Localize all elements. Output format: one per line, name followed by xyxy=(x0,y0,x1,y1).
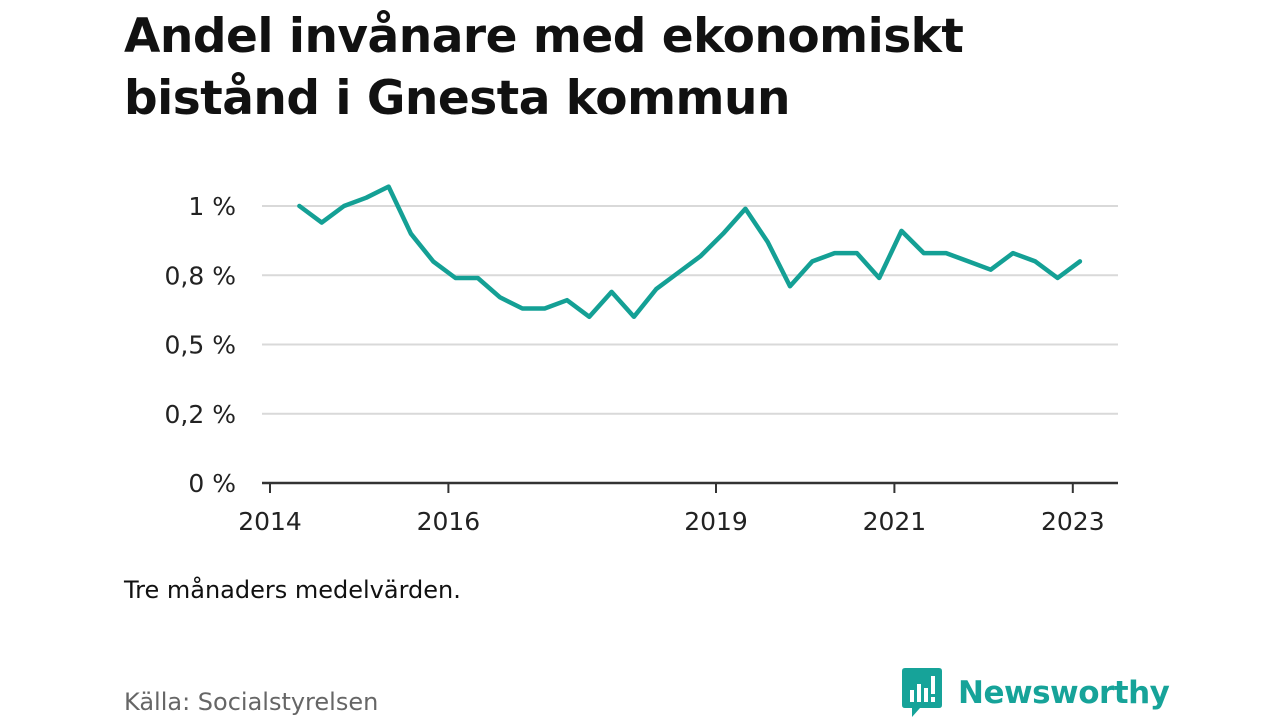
x-tick-label: 2019 xyxy=(684,507,748,536)
y-axis-tick-labels: 0 % 0,2 % 0,5 % 0,8 % 1 % xyxy=(165,192,236,498)
y-tick-label: 0,2 % xyxy=(165,400,236,429)
y-tick-label: 0 % xyxy=(188,469,236,498)
bar-chart-speech-bubble-icon xyxy=(902,668,942,717)
series-line xyxy=(297,184,1083,320)
chart-title: Andel invånare med ekonomiskt bistånd i … xyxy=(124,9,964,126)
y-tick-label: 1 % xyxy=(188,192,236,221)
x-tick-label: 2023 xyxy=(1041,507,1105,536)
x-axis xyxy=(262,481,1118,493)
source-label: Källa: Socialstyrelsen xyxy=(124,688,379,716)
gridlines xyxy=(262,205,1118,415)
y-tick-label: 0,8 % xyxy=(165,261,236,290)
x-tick-label: 2016 xyxy=(417,507,481,536)
x-axis-tick-labels: 2014 2016 2019 2021 2023 xyxy=(238,507,1104,536)
chart-note: Tre månaders medelvärden. xyxy=(124,576,461,604)
line-chart: 0 %0,2 %0,5 %0,8 %1 % 2014 2016 2019 2021 20… xyxy=(165,184,1118,536)
x-tick-label: 2021 xyxy=(863,507,927,536)
brand-logo[interactable]: Newsworthy xyxy=(902,668,1170,718)
x-tick-label: 2014 xyxy=(238,507,302,536)
brand-name: Newsworthy xyxy=(958,675,1170,711)
y-tick-label: 0,5 % xyxy=(165,331,236,360)
